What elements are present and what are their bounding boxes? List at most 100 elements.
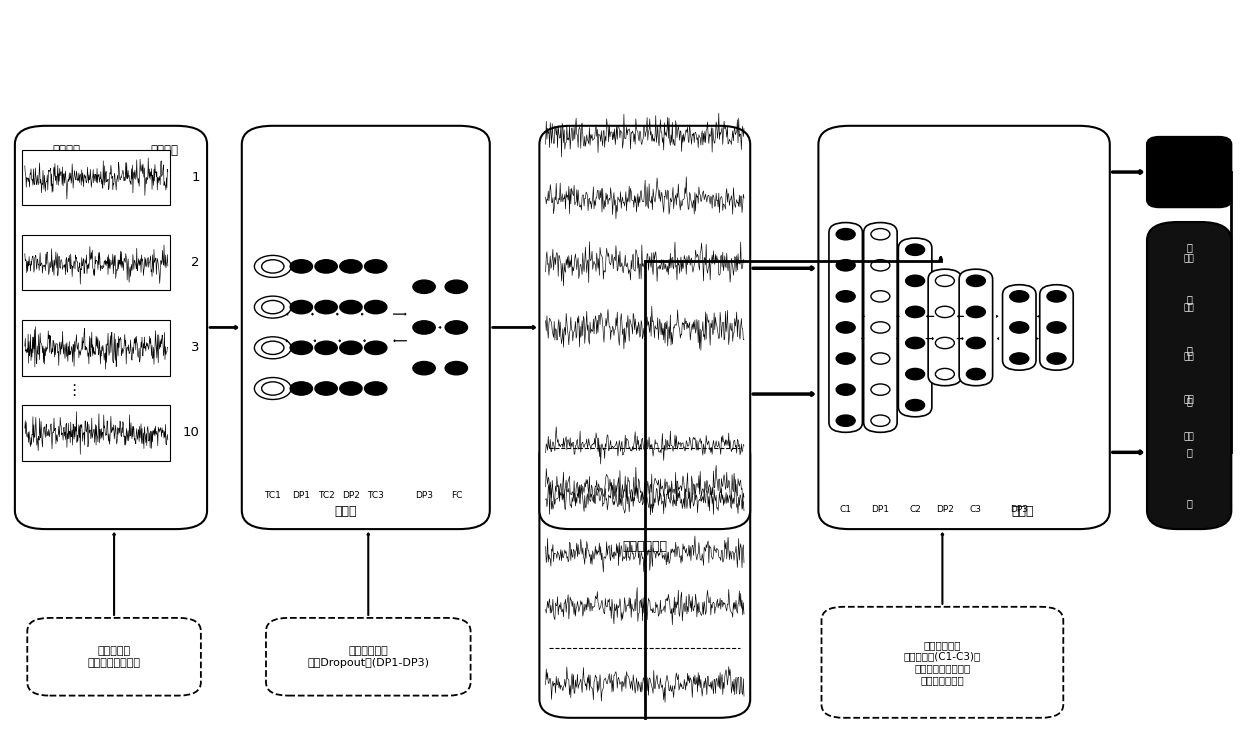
- Text: DP3: DP3: [415, 491, 433, 500]
- Circle shape: [905, 337, 925, 349]
- Text: 输入优化：
引入样本类别标签: 输入优化： 引入样本类别标签: [88, 646, 140, 667]
- Bar: [22, 235, 170, 291]
- Circle shape: [870, 291, 890, 302]
- Circle shape: [365, 260, 387, 273]
- Text: C1: C1: [839, 505, 852, 514]
- Text: TC1: TC1: [264, 491, 281, 500]
- Circle shape: [966, 369, 986, 380]
- Circle shape: [905, 400, 925, 411]
- Text: DP2: DP2: [342, 491, 360, 500]
- Circle shape: [413, 361, 435, 375]
- Text: 障: 障: [1187, 447, 1192, 457]
- Circle shape: [1009, 353, 1029, 364]
- Circle shape: [445, 280, 467, 294]
- Text: 故: 故: [1187, 499, 1192, 508]
- Circle shape: [413, 280, 435, 294]
- Circle shape: [315, 300, 337, 314]
- Circle shape: [935, 306, 955, 317]
- Circle shape: [905, 369, 925, 380]
- Text: TC2: TC2: [317, 491, 335, 500]
- Circle shape: [262, 341, 284, 354]
- Circle shape: [1009, 291, 1029, 302]
- Circle shape: [836, 322, 856, 333]
- Circle shape: [315, 382, 337, 395]
- Circle shape: [365, 300, 387, 314]
- Text: 生成器优化：
加入Dropout层(DP1-DP3): 生成器优化： 加入Dropout层(DP1-DP3): [308, 646, 429, 667]
- Text: 类型: 类型: [1184, 303, 1194, 312]
- Text: 10: 10: [182, 426, 200, 440]
- Text: 3: 3: [191, 341, 200, 354]
- Circle shape: [966, 275, 986, 286]
- Circle shape: [905, 244, 925, 255]
- Text: 类: 类: [1187, 396, 1192, 406]
- Circle shape: [1047, 322, 1066, 333]
- Circle shape: [365, 382, 387, 395]
- Circle shape: [905, 306, 925, 317]
- Circle shape: [290, 300, 312, 314]
- Text: DP3: DP3: [1011, 505, 1028, 514]
- FancyBboxPatch shape: [1147, 222, 1231, 529]
- Circle shape: [870, 260, 890, 271]
- Circle shape: [315, 341, 337, 354]
- Text: 生成器: 生成器: [335, 505, 357, 518]
- Circle shape: [935, 369, 955, 380]
- Circle shape: [365, 341, 387, 354]
- Text: 判别器优化：
加入卷积层(C1-C3)；
引入噪声过渡模型；
重定义据失函数: 判别器优化： 加入卷积层(C1-C3)； 引入噪声过渡模型； 重定义据失函数: [904, 640, 981, 685]
- Circle shape: [262, 300, 284, 314]
- Circle shape: [340, 300, 362, 314]
- FancyBboxPatch shape: [539, 437, 750, 718]
- Text: 类别标签: 类别标签: [151, 144, 179, 158]
- FancyBboxPatch shape: [960, 269, 993, 386]
- Text: 随机噪声: 随机噪声: [53, 144, 81, 158]
- Text: 型: 型: [1187, 345, 1192, 355]
- Circle shape: [836, 260, 856, 271]
- FancyBboxPatch shape: [27, 618, 201, 696]
- Text: 等级: 等级: [1184, 396, 1194, 405]
- Text: 识: 识: [1187, 294, 1192, 304]
- Text: C3: C3: [970, 505, 982, 514]
- Text: C2: C2: [909, 505, 921, 514]
- Text: 评估: 评估: [1184, 432, 1194, 442]
- Circle shape: [935, 275, 955, 286]
- Circle shape: [870, 322, 890, 333]
- Text: DP2: DP2: [936, 505, 954, 514]
- Circle shape: [966, 306, 986, 317]
- Circle shape: [315, 260, 337, 273]
- FancyBboxPatch shape: [863, 223, 898, 432]
- Circle shape: [935, 337, 955, 349]
- Circle shape: [966, 337, 986, 349]
- Bar: [22, 149, 170, 205]
- Text: DP1: DP1: [293, 491, 310, 500]
- Bar: [22, 320, 170, 376]
- Circle shape: [262, 382, 284, 395]
- Circle shape: [290, 341, 312, 354]
- Circle shape: [1047, 291, 1066, 302]
- FancyBboxPatch shape: [539, 126, 750, 529]
- FancyBboxPatch shape: [242, 126, 490, 529]
- FancyBboxPatch shape: [821, 607, 1063, 718]
- Text: ⋮: ⋮: [67, 383, 82, 398]
- Text: 真实故障样本: 真实故障样本: [622, 414, 667, 428]
- Text: 故障: 故障: [1184, 255, 1194, 263]
- FancyBboxPatch shape: [1147, 137, 1231, 207]
- Circle shape: [1009, 322, 1029, 333]
- FancyBboxPatch shape: [265, 618, 470, 696]
- Circle shape: [413, 321, 435, 334]
- Text: 识别: 识别: [1184, 353, 1194, 362]
- Circle shape: [340, 260, 362, 273]
- FancyBboxPatch shape: [15, 126, 207, 529]
- FancyBboxPatch shape: [898, 238, 932, 417]
- Circle shape: [445, 321, 467, 334]
- FancyBboxPatch shape: [818, 126, 1110, 529]
- Text: 生成故障样本: 生成故障样本: [622, 540, 667, 554]
- Circle shape: [836, 384, 856, 395]
- Circle shape: [340, 341, 362, 354]
- Text: DP1: DP1: [872, 505, 889, 514]
- Text: 别: 别: [1187, 243, 1192, 252]
- Circle shape: [290, 260, 312, 273]
- Circle shape: [836, 415, 856, 426]
- FancyBboxPatch shape: [830, 223, 863, 432]
- Text: TC3: TC3: [367, 491, 384, 500]
- FancyBboxPatch shape: [1002, 285, 1037, 370]
- Circle shape: [1047, 353, 1066, 364]
